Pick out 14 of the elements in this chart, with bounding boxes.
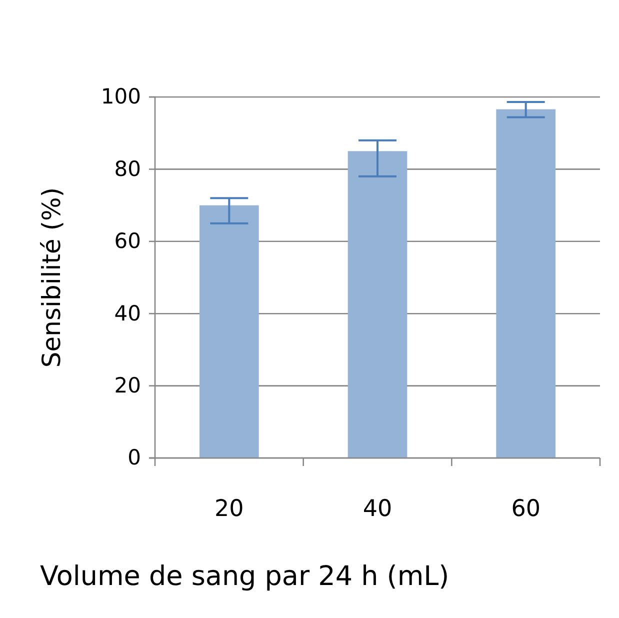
y-tick-label: 100 [100,84,141,109]
bar [348,151,408,458]
y-axis-title: Sensibilité (%) [37,187,66,368]
y-tick-label: 80 [114,156,141,181]
y-tick-label: 40 [114,301,141,326]
y-tick-label: 0 [128,446,141,470]
y-tick-label: 60 [114,229,141,254]
y-tick-label: 20 [114,374,141,398]
x-tick-label: 60 [511,496,540,522]
bar [496,109,556,458]
x-tick-label: 40 [362,496,392,522]
x-axis-title: Volume de sang par 24 h (mL) [40,561,450,592]
bar [200,205,259,458]
x-tick-label: 20 [214,496,244,522]
